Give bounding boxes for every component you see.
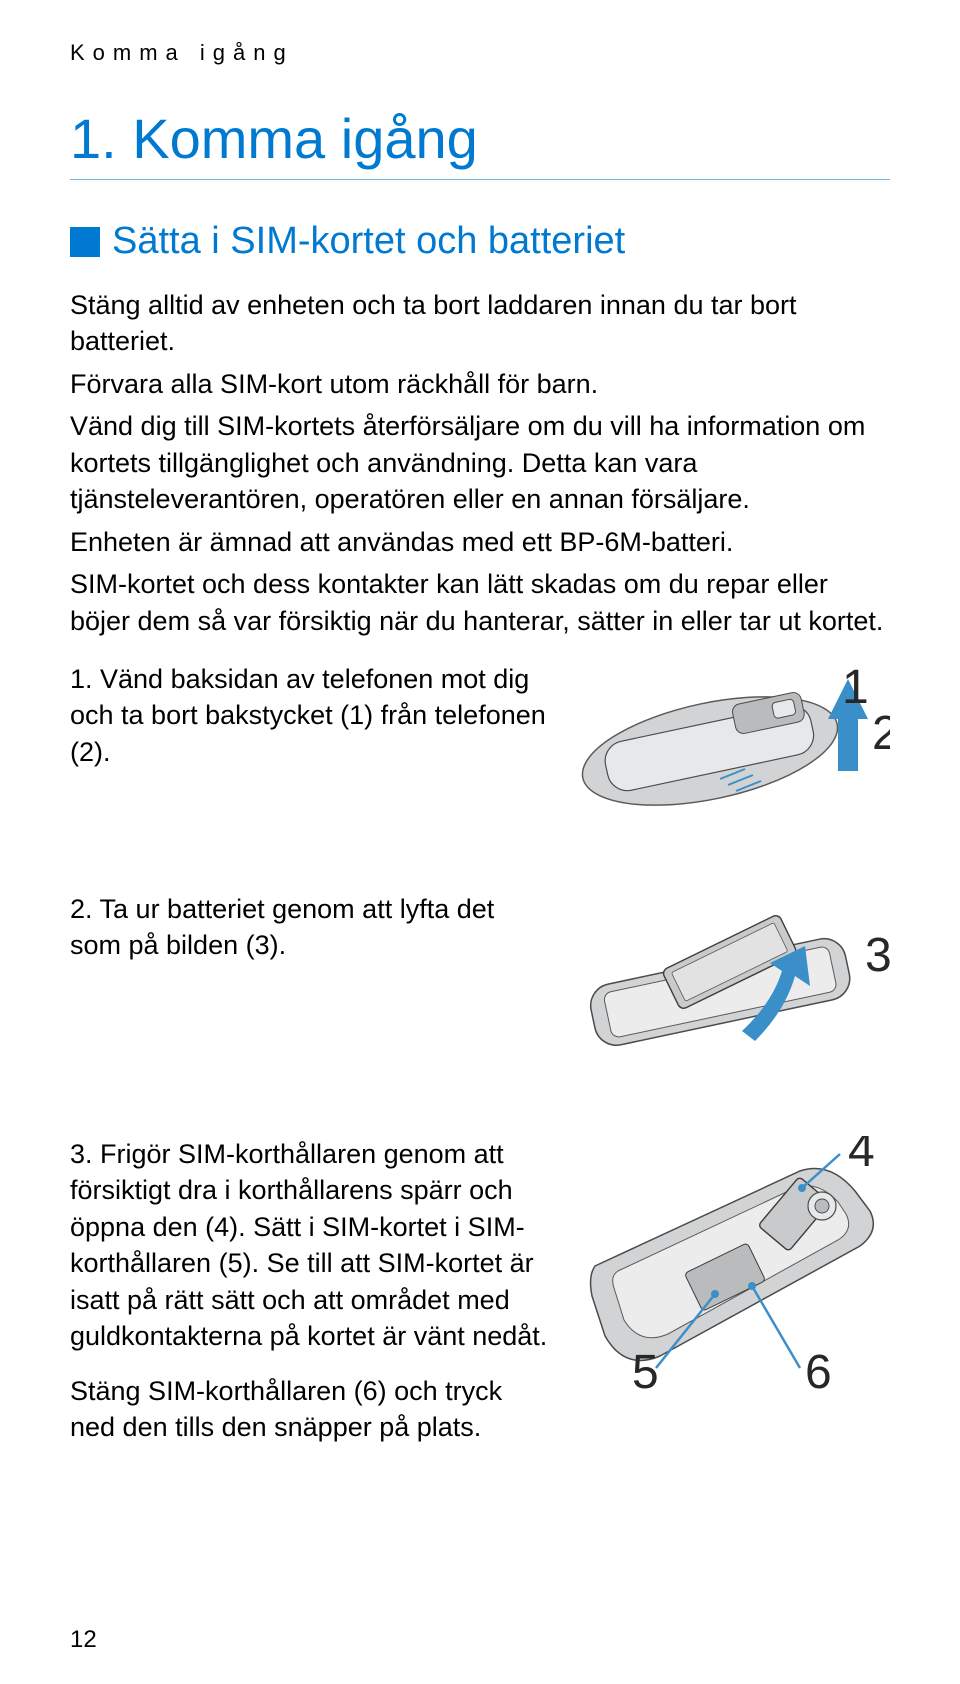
paragraph-2: Förvara alla SIM-kort utom räckhåll för … bbox=[70, 366, 890, 402]
annotation-4: 4 bbox=[848, 1136, 875, 1177]
step-1-block: 1. Vänd baksidan av telefonen mot dig oc… bbox=[70, 661, 890, 831]
section-title: Sätta i SIM-kortet och batteriet bbox=[112, 220, 625, 263]
step-2-block: 2. Ta ur batteriet genom att lyfta det s… bbox=[70, 891, 890, 1081]
chapter-title: 1. Komma igång bbox=[70, 106, 890, 171]
paragraph-3: Vänd dig till SIM-kortets återförsäljare… bbox=[70, 408, 890, 517]
step-3-block: 3. Frigör SIM-korthållaren genom att för… bbox=[70, 1136, 890, 1446]
section-heading: Sätta i SIM-kortet och batteriet bbox=[70, 220, 890, 263]
title-underline bbox=[70, 179, 890, 180]
paragraph-4: Enheten är ämnad att användas med ett BP… bbox=[70, 524, 890, 560]
annotation-5: 5 bbox=[632, 1346, 659, 1396]
step-2-text: 2. Ta ur batteriet genom att lyfta det s… bbox=[70, 891, 550, 964]
step-2-figure: 3 bbox=[570, 891, 890, 1081]
annotation-6: 6 bbox=[805, 1346, 832, 1396]
paragraph-1: Stäng alltid av enheten och ta bort ladd… bbox=[70, 287, 890, 360]
annotation-1: 1 bbox=[842, 661, 869, 714]
step-3-text-b: Stäng SIM-korthållaren (6) och tryck ned… bbox=[70, 1373, 550, 1446]
step-1-text: 1. Vänd baksidan av telefonen mot dig oc… bbox=[70, 661, 550, 770]
step-3-text-a: 3. Frigör SIM-korthållaren genom att för… bbox=[70, 1136, 550, 1355]
annotation-3: 3 bbox=[865, 929, 890, 982]
paragraph-5: SIM-kortet och dess kontakter kan lätt s… bbox=[70, 566, 890, 639]
section-bullet-icon bbox=[70, 227, 100, 257]
step-1-figure: 1 2 bbox=[570, 661, 890, 831]
running-header: Komma igång bbox=[70, 40, 890, 66]
page-number: 12 bbox=[70, 1626, 97, 1654]
step-3-text-col: 3. Frigör SIM-korthållaren genom att för… bbox=[70, 1136, 550, 1446]
annotation-2: 2 bbox=[872, 707, 890, 760]
step-3-figure: 4 5 6 bbox=[570, 1136, 890, 1396]
